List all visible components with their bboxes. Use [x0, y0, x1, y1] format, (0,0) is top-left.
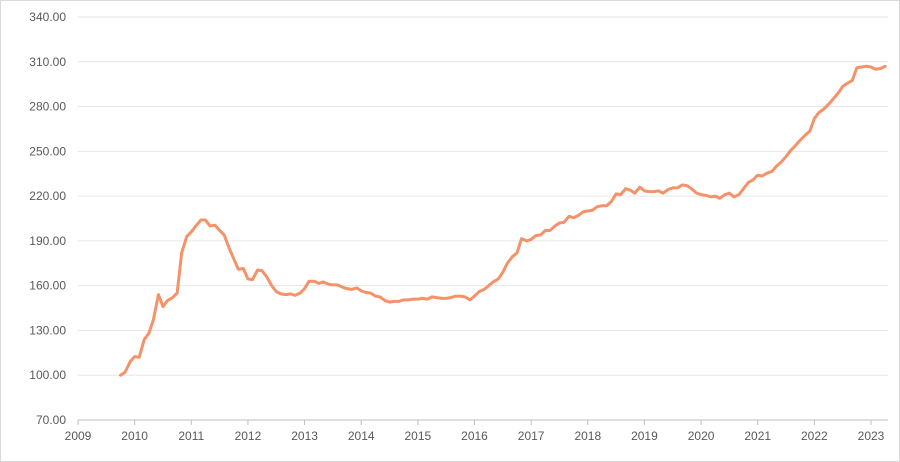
series-line [118, 64, 887, 377]
x-tick-label: 2011 [178, 429, 204, 443]
x-tick-label: 2010 [121, 429, 148, 443]
x-tick-label: 2009 [65, 429, 92, 443]
x-tick-label: 2018 [574, 429, 601, 443]
y-tick-label: 250.00 [29, 144, 66, 158]
y-tick-label: 130.00 [29, 323, 66, 337]
grid-layer [78, 16, 888, 376]
x-tick-label: 2017 [518, 429, 545, 443]
y-tick-label: 280.00 [29, 100, 66, 114]
y-tick-label: 160.00 [29, 279, 66, 293]
y-tick-label: 310.00 [29, 55, 66, 69]
x-tick-label: 2014 [348, 429, 375, 443]
x-tick-label: 2023 [858, 429, 885, 443]
y-tick-label: 340.00 [29, 10, 66, 24]
x-tick-label: 2019 [631, 429, 658, 443]
y-tick-label: 70.00 [36, 413, 66, 427]
x-tick-label: 2016 [461, 429, 488, 443]
x-tick-label: 2020 [688, 429, 715, 443]
axis-layer: 70.00 100.00 130.00 160.00 190.00 220.00 250.0… [29, 10, 888, 443]
x-tick-label: 2012 [235, 429, 262, 443]
y-tick-label: 220.00 [29, 189, 66, 203]
x-tick-label: 2015 [405, 429, 432, 443]
x-tick-label: 2021 [744, 429, 771, 443]
y-tick-label: 100.00 [29, 368, 66, 382]
x-tick-label: 2022 [801, 429, 828, 443]
x-tick-label: 2013 [291, 429, 318, 443]
y-tick-label: 190.00 [29, 234, 66, 248]
series-layer [118, 64, 887, 377]
